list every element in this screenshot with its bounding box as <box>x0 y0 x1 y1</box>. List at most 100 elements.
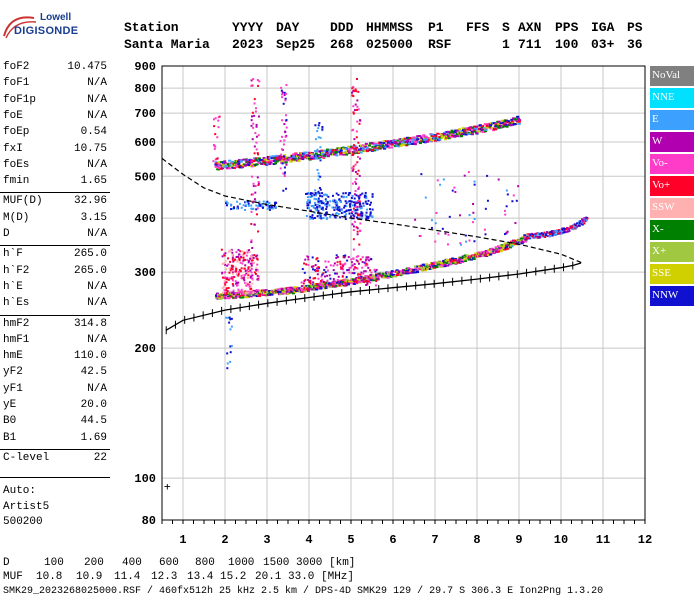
echo-point <box>237 281 240 284</box>
echo-point <box>316 192 319 195</box>
echo-point <box>515 199 518 202</box>
echo-point <box>390 146 394 149</box>
echo-point <box>305 214 308 217</box>
echo-point <box>216 293 220 296</box>
echo-point <box>486 174 489 177</box>
echo-point <box>565 231 568 234</box>
echo-point <box>344 254 347 257</box>
echo-point <box>224 163 228 166</box>
echo-point <box>364 150 368 153</box>
param-value: 32.96 <box>73 195 107 208</box>
echo-point <box>345 205 348 208</box>
echo-point <box>239 255 242 258</box>
echo-point <box>246 249 249 252</box>
echo-point <box>321 153 324 156</box>
echo-point <box>342 195 345 198</box>
echo-point <box>365 258 368 261</box>
echo-point <box>407 138 411 141</box>
echo-point <box>352 225 355 228</box>
echo-point <box>268 157 272 160</box>
echo-point <box>509 124 513 127</box>
echo-point <box>365 262 368 265</box>
echo-point <box>314 277 317 280</box>
echo-point <box>253 261 256 264</box>
echo-point <box>377 275 381 278</box>
echo-point <box>339 148 343 151</box>
echo-point <box>248 281 251 284</box>
echo-point <box>250 84 253 87</box>
footer-d-value: 1000 <box>228 557 255 569</box>
echo-point <box>228 159 232 162</box>
echo-point <box>245 295 249 298</box>
echo-point <box>354 147 358 150</box>
legend-item: NoVal <box>650 66 694 86</box>
echo-point <box>239 160 243 163</box>
echo-point <box>424 135 428 138</box>
echo-point <box>212 143 215 146</box>
echo-point <box>310 153 314 156</box>
echo-point <box>328 274 331 277</box>
x-tick-label: 9 <box>515 533 522 547</box>
echo-point <box>441 264 445 267</box>
param-value: N/A <box>87 280 107 293</box>
echo-point <box>214 161 218 164</box>
echo-point <box>509 121 513 124</box>
echo-point <box>358 148 362 151</box>
echo-point <box>256 152 259 155</box>
echo-point <box>256 79 259 82</box>
echo-point <box>340 265 343 268</box>
echo-point <box>236 293 240 296</box>
echo-point <box>373 145 377 148</box>
echo-point <box>303 280 306 283</box>
footer-d-value: 100 <box>44 557 64 569</box>
echo-point <box>400 140 404 143</box>
param-value: 44.5 <box>80 415 107 428</box>
echo-point <box>256 270 259 273</box>
echo-point <box>362 272 365 275</box>
echo-point <box>463 174 466 177</box>
echo-point <box>344 192 347 195</box>
echo-point <box>224 276 227 279</box>
echo-point <box>229 269 232 272</box>
echo-point <box>236 200 239 203</box>
echo-point <box>255 163 259 166</box>
echo-point <box>353 266 356 269</box>
echo-point <box>321 280 324 283</box>
echo-point <box>456 259 460 262</box>
x-tick-label: 12 <box>638 533 652 547</box>
echo-point <box>298 156 302 159</box>
echo-point <box>468 239 471 242</box>
echo-point <box>245 272 248 275</box>
echo-point <box>274 290 278 293</box>
echo-point <box>459 242 462 245</box>
echo-point <box>354 205 357 208</box>
echo-point <box>411 142 415 145</box>
echo-point <box>386 145 390 148</box>
echo-point <box>280 156 284 159</box>
echo-point <box>320 202 323 205</box>
echo-point <box>467 171 470 174</box>
echo-point <box>356 212 359 215</box>
param-value: 314.8 <box>73 317 107 330</box>
echo-point <box>365 146 369 149</box>
echo-point <box>224 263 227 266</box>
echo-point <box>348 200 351 203</box>
param-value: 3.15 <box>80 211 107 224</box>
echo-point <box>386 141 390 144</box>
footer-d-value: 1500 <box>263 557 290 569</box>
echo-point <box>250 255 253 258</box>
footer-d-label: D <box>3 557 10 569</box>
echo-point <box>305 263 308 266</box>
echo-point <box>264 289 268 292</box>
echo-point <box>485 124 489 127</box>
echo-point <box>338 208 341 211</box>
echo-point <box>268 206 271 209</box>
echo-point <box>343 206 346 209</box>
echo-point <box>217 126 220 129</box>
logo-swoosh-icon <box>3 16 37 39</box>
echo-point <box>328 204 331 207</box>
echo-point <box>436 137 440 140</box>
echo-point <box>454 262 458 265</box>
echo-point <box>480 126 484 129</box>
echo-point <box>224 166 228 169</box>
